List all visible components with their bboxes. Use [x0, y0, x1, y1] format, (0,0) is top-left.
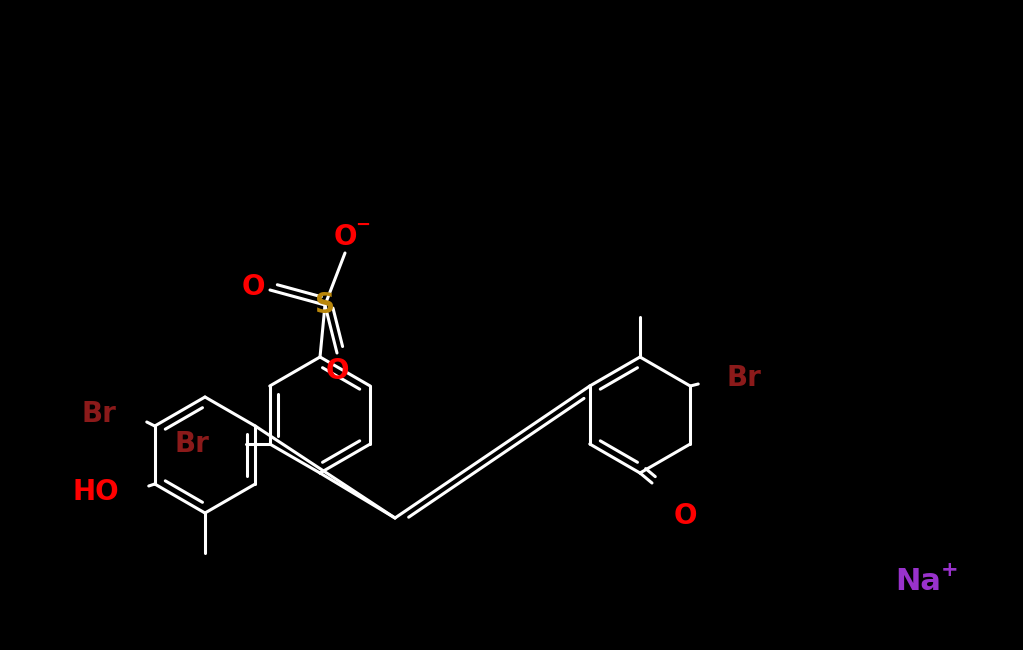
Text: S: S	[315, 291, 335, 319]
Text: −: −	[355, 216, 370, 234]
Text: +: +	[941, 560, 959, 580]
Text: Br: Br	[175, 430, 210, 458]
Text: O: O	[673, 502, 697, 530]
Text: O: O	[333, 223, 357, 251]
Text: Br: Br	[82, 400, 117, 428]
Text: O: O	[325, 357, 349, 385]
Text: O: O	[241, 273, 265, 301]
Text: Na: Na	[895, 567, 941, 597]
Text: Br: Br	[726, 364, 761, 392]
Text: HO: HO	[73, 478, 119, 506]
